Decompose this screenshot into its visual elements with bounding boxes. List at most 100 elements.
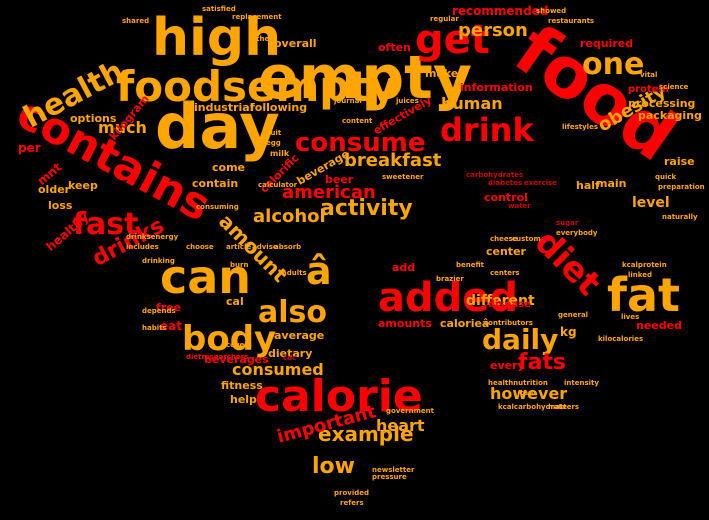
word: raise	[664, 155, 695, 168]
word: processing	[628, 97, 696, 110]
word: protein	[628, 84, 670, 95]
word: advise	[252, 243, 278, 251]
word: depends	[142, 307, 176, 315]
word: provided	[334, 489, 370, 497]
word: example	[318, 422, 414, 446]
word: calorie	[255, 371, 423, 422]
word: cdc	[283, 354, 297, 362]
word: benefit	[456, 261, 485, 269]
word: activity	[320, 196, 413, 221]
word: make	[425, 67, 459, 80]
word: quick	[655, 173, 677, 181]
word: regular	[430, 15, 459, 23]
word: restaurants	[548, 17, 595, 25]
word: covers	[226, 341, 252, 349]
word: control	[484, 191, 528, 204]
word: get	[415, 17, 490, 63]
word: come	[212, 161, 245, 174]
word: kg	[560, 325, 577, 339]
word: every	[490, 359, 525, 372]
word: add	[392, 261, 416, 274]
word: calorieâ	[440, 317, 490, 330]
word: dietresearchers	[186, 353, 249, 361]
word: general	[558, 311, 589, 319]
word: satisfied	[202, 5, 236, 13]
word: average	[274, 329, 325, 342]
word: intensity	[564, 379, 599, 387]
word: calculator	[258, 181, 298, 189]
word: kcalprotein	[622, 261, 667, 269]
word: sugar	[556, 219, 579, 227]
word: science	[659, 83, 689, 91]
word: person	[458, 20, 528, 41]
word: newsletter	[372, 466, 415, 474]
word: however	[490, 384, 568, 403]
word: consume	[295, 128, 426, 158]
word: packaging	[638, 109, 702, 122]
word: everybody	[556, 229, 598, 237]
word: kcalcarbohydrate	[498, 403, 567, 411]
word: contain	[192, 177, 239, 190]
word: help	[230, 393, 257, 406]
word: fitness	[221, 379, 263, 392]
word: high	[152, 8, 282, 68]
word: lives	[621, 313, 640, 321]
word: showed	[536, 7, 567, 15]
word: body	[182, 319, 277, 359]
word: content	[342, 117, 373, 125]
word: centers	[490, 269, 520, 277]
word: habits	[142, 324, 167, 332]
word: disease	[488, 299, 531, 310]
word: journal	[334, 97, 362, 105]
word: cal	[226, 295, 244, 308]
word: daily	[482, 323, 559, 356]
word: custom	[512, 235, 541, 243]
word: fruit	[264, 129, 282, 137]
word: fast	[73, 207, 139, 242]
word: dietary	[268, 347, 313, 360]
word: water	[508, 202, 531, 210]
word: juices	[396, 97, 419, 105]
word: beverages	[204, 353, 269, 366]
word: egg	[266, 139, 281, 147]
word: contributors	[484, 319, 533, 327]
word: includes	[126, 243, 159, 251]
word: american	[282, 182, 376, 203]
word: burn	[230, 261, 249, 269]
word: matters	[548, 403, 580, 411]
word: linked	[628, 271, 653, 279]
word: drinksenergy	[126, 233, 179, 241]
word: replacement	[232, 13, 282, 21]
word: free	[156, 301, 182, 314]
word: refers	[340, 499, 364, 507]
word: sweetener	[382, 173, 424, 181]
word: exercise	[524, 179, 557, 187]
word: older	[38, 183, 71, 196]
word: required	[580, 37, 634, 50]
word: vital	[640, 71, 658, 79]
word: carbohydrates	[466, 171, 524, 179]
word: also	[258, 295, 327, 330]
word: preparation	[658, 183, 705, 191]
word: fats	[518, 350, 567, 375]
word: cheese	[490, 235, 518, 243]
word: heart	[376, 416, 425, 435]
word: different	[466, 293, 535, 309]
word: often	[378, 41, 411, 54]
word: pressure	[372, 473, 407, 481]
word: kilocalories	[598, 335, 644, 343]
word: beer	[325, 173, 354, 186]
word: consuming	[196, 203, 239, 211]
word: options	[70, 112, 117, 125]
word: day	[155, 90, 280, 163]
word: level	[632, 195, 670, 211]
word: rather	[248, 35, 273, 43]
word: recommended	[452, 4, 549, 18]
word: low	[312, 454, 355, 479]
word: milk	[270, 149, 290, 158]
word: per	[18, 141, 41, 155]
word: one	[582, 47, 645, 82]
word: foodsempty	[116, 62, 397, 111]
word: overall	[274, 37, 317, 50]
